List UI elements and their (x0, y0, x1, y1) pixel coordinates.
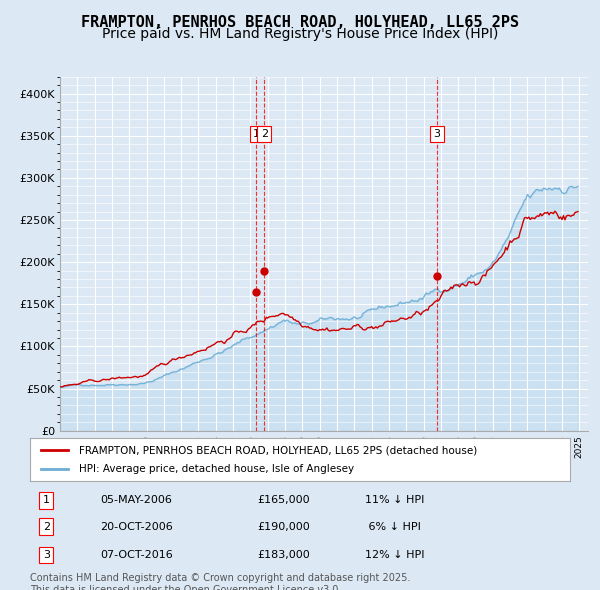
Text: 05-MAY-2006: 05-MAY-2006 (100, 496, 172, 505)
Text: 3: 3 (433, 129, 440, 139)
Text: 3: 3 (43, 550, 50, 560)
Text: FRAMPTON, PENRHOS BEACH ROAD, HOLYHEAD, LL65 2PS (detached house): FRAMPTON, PENRHOS BEACH ROAD, HOLYHEAD, … (79, 445, 477, 455)
Text: 12% ↓ HPI: 12% ↓ HPI (365, 550, 424, 560)
Text: £190,000: £190,000 (257, 522, 310, 532)
Text: 1: 1 (253, 129, 260, 139)
Text: FRAMPTON, PENRHOS BEACH ROAD, HOLYHEAD, LL65 2PS: FRAMPTON, PENRHOS BEACH ROAD, HOLYHEAD, … (81, 15, 519, 30)
Text: 07-OCT-2016: 07-OCT-2016 (100, 550, 173, 560)
Text: 20-OCT-2006: 20-OCT-2006 (100, 522, 173, 532)
Text: 2: 2 (261, 129, 268, 139)
Text: 11% ↓ HPI: 11% ↓ HPI (365, 496, 424, 505)
Text: £183,000: £183,000 (257, 550, 310, 560)
Text: £165,000: £165,000 (257, 496, 310, 505)
Text: 1: 1 (43, 496, 50, 505)
Text: HPI: Average price, detached house, Isle of Anglesey: HPI: Average price, detached house, Isle… (79, 464, 354, 474)
Text: 2: 2 (43, 522, 50, 532)
Text: 6% ↓ HPI: 6% ↓ HPI (365, 522, 421, 532)
Text: Price paid vs. HM Land Registry's House Price Index (HPI): Price paid vs. HM Land Registry's House … (102, 27, 498, 41)
Text: Contains HM Land Registry data © Crown copyright and database right 2025.
This d: Contains HM Land Registry data © Crown c… (30, 573, 410, 590)
